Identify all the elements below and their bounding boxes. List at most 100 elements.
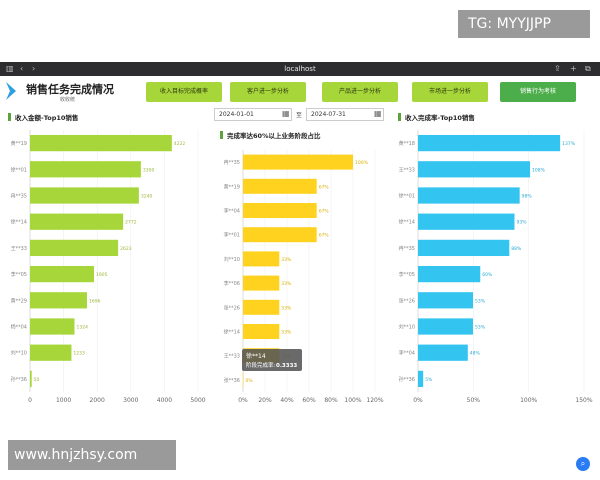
nav-market-analysis[interactable]: 市场进一步分析 [412,82,488,102]
bar [30,344,72,361]
y-tick-label: 刘**10 [399,324,415,331]
data-label: 67% [319,233,330,239]
x-tick-label: 0% [238,397,248,404]
data-label: 33% [281,257,292,263]
sidebar-icon[interactable]: ▥ [6,64,14,73]
date-range-separator: 至 [296,112,303,119]
dashboard-header: 销售任务完成情况 收收统 收入目标完成概率 客户进一步分析 产品进一步分析 市场… [0,76,600,108]
assistant-button[interactable]: ⌕ [576,457,590,471]
bar [243,299,280,315]
chart-revenue-top10: 0 1000 2000 3000 4000 5000 黄**19 4222 徐**01 3300 冉… [11,130,206,404]
x-tick-label: 5000 [190,397,205,404]
tooltip-label: 阶段完成率: [246,361,276,369]
bar [418,239,510,257]
start-date-input[interactable]: 2024-01-01 [214,108,292,121]
x-tick-label: 2000 [90,397,105,404]
bar [243,202,317,219]
y-tick-label: 冉**35 [224,159,240,166]
tooltip-value: 0.3333 [276,363,297,369]
y-tick-label: 李**05 [399,271,415,278]
x-tick-label: 150% [575,397,592,404]
address-bar[interactable]: localhost [284,65,316,73]
back-icon[interactable]: ‹ [20,64,24,73]
y-tick-label: 王**33 [11,246,27,252]
bar [30,265,95,283]
browser-window: ▥ ‹ › localhost ⇪ + ⧉ 销售任务完成情况 收收统 收入目标完… [0,62,600,471]
bar [418,187,520,204]
data-label: 1233 [73,351,85,357]
data-label: 1696 [89,298,101,304]
y-tick-label: 王**33 [224,354,240,360]
watermark-bottom: www.hnjzhsy.com [8,440,176,470]
nav-product-analysis[interactable]: 产品进一步分析 [322,82,398,102]
data-label: 53% [475,298,486,304]
bar [418,318,473,335]
nav-customer-analysis[interactable]: 客户进一步分析 [230,82,306,102]
chart-completion-top10: 0% 50% 100% 150% 黄**18 137% 王**33 108% 徐**01 98% 徐… [399,130,593,404]
bar [30,134,172,152]
y-tick-label: 张**26 [399,297,415,304]
data-label: 2772 [125,220,137,226]
x-tick-label: 100% [520,397,537,404]
y-tick-label: 刘**10 [224,256,240,263]
y-tick-label: 李**01 [224,232,240,239]
title-accent [220,131,223,139]
y-tick-label: 冉**35 [11,193,27,200]
bar [418,213,515,230]
forward-icon[interactable]: › [32,64,36,73]
y-tick-label: 李**06 [224,280,240,287]
bar [418,161,531,178]
panel-title-text: 收入完成率-Top10销售 [405,114,475,122]
bar [243,275,280,291]
bar [243,372,244,388]
data-label: 5% [425,377,433,383]
bar [418,292,473,309]
data-label: 137% [562,141,576,147]
share-icon[interactable]: ⇪ [554,64,561,73]
nav-sales-behavior[interactable]: 销售行为考核 [500,82,576,102]
x-tick-label: 1000 [56,397,71,404]
data-label: 88% [511,246,522,252]
x-tick-label: 100% [344,397,361,404]
y-tick-label: 王**33 [399,167,415,173]
end-date-input[interactable]: 2024-07-31 [306,108,384,121]
panel-title-revenue: 收入金额-Top10销售 [8,112,78,122]
data-label: 1905 [96,272,108,278]
logo-icon [6,82,16,100]
y-tick-label: 李**04 [399,350,415,357]
new-tab-icon[interactable]: + [570,64,577,73]
y-tick-label: 徐**14 [224,329,240,336]
data-label: 33% [281,330,292,336]
page-title: 销售任务完成情况 [26,83,114,96]
bar [30,239,119,257]
y-tick-label: 张**36 [224,377,240,384]
y-tick-label: 刘**10 [11,350,27,357]
data-label: 48% [470,351,481,357]
data-label: 33% [281,281,292,287]
data-label: 93% [516,220,527,226]
calendar-icon[interactable]: ▦ [374,109,382,118]
bar [243,227,317,243]
y-tick-label: 徐**01 [11,166,27,173]
y-tick-label: 孙**36 [399,376,415,383]
bar [418,265,481,283]
panel-title-text: 完成率达60%以上业务阶段占比 [227,132,321,140]
data-label: 33% [281,305,292,311]
x-tick-label: 80% [324,397,338,404]
y-tick-label: 冉**35 [399,245,415,252]
panel-title-stage: 完成率达60%以上业务阶段占比 [220,130,321,140]
bar [30,292,87,309]
x-tick-label: 120% [366,397,383,404]
bar [418,134,561,152]
bar [243,178,317,194]
nav-revenue-completion[interactable]: 收入目标完成概率 [146,82,222,102]
data-label: 50 [34,377,40,383]
tooltip-name: 徐**14 [246,352,266,360]
calendar-icon[interactable]: ▦ [282,109,290,118]
y-tick-label: 李**05 [11,271,27,278]
tabs-overview-icon[interactable]: ⧉ [585,64,591,73]
y-tick-label: 杨**04 [11,324,27,331]
title-accent [398,113,401,121]
data-label: 98% [522,194,533,200]
